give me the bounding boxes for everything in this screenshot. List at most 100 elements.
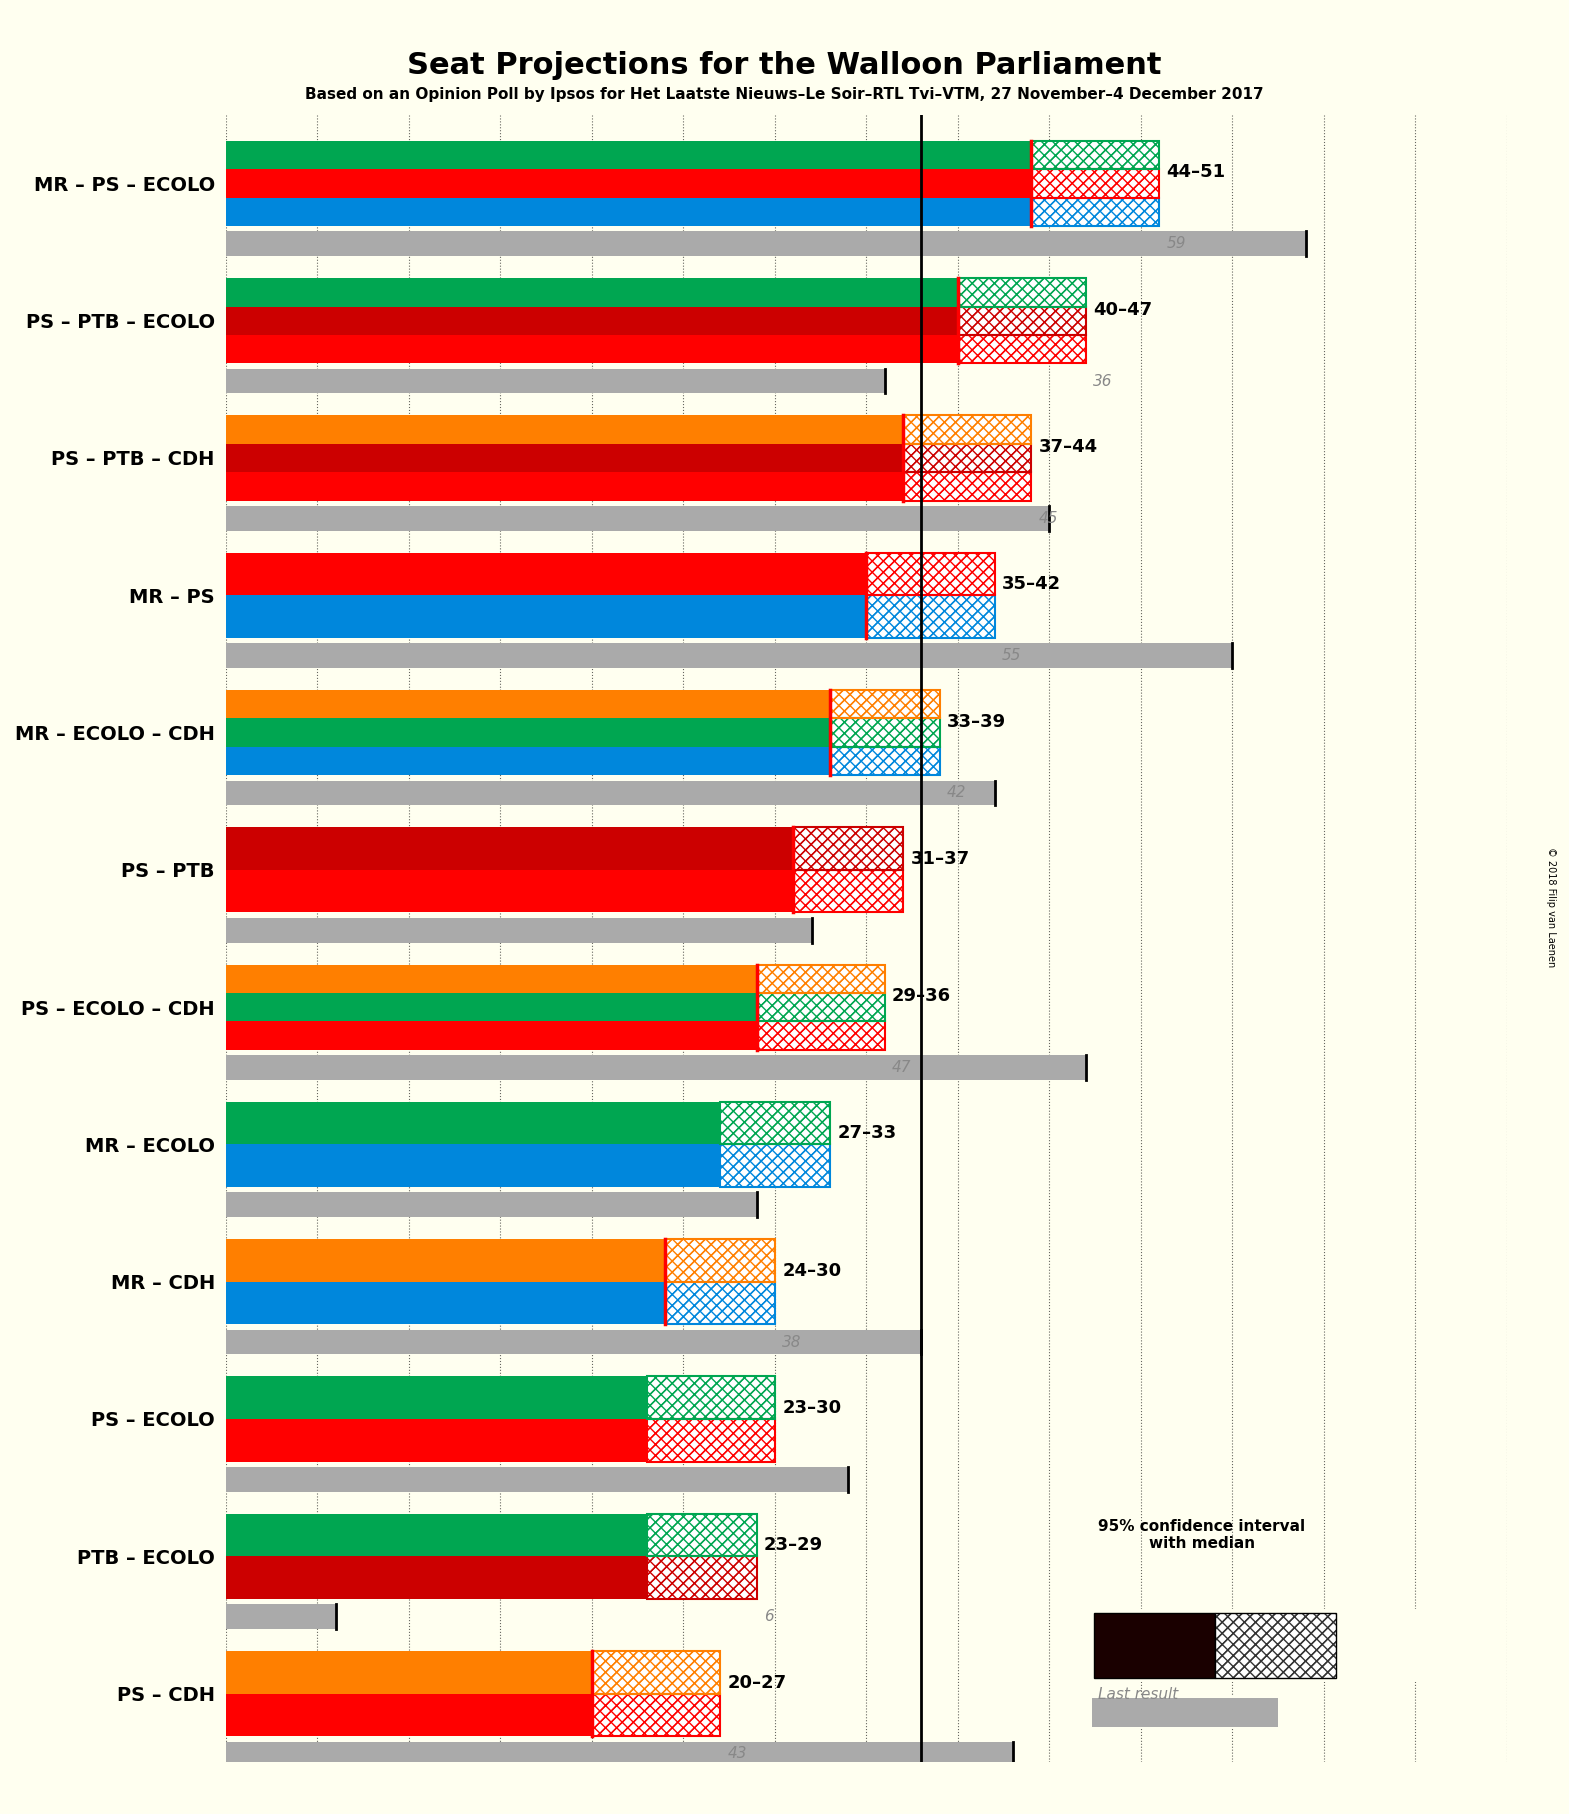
Bar [665, 1282, 775, 1324]
Bar [226, 965, 756, 992]
Bar [866, 595, 995, 639]
Bar [226, 1239, 665, 1282]
Bar [756, 1021, 885, 1050]
Bar [226, 1741, 1014, 1767]
Text: 95% confidence interval
with median: 95% confidence interval with median [1098, 1518, 1305, 1551]
Bar [756, 965, 885, 992]
Bar [866, 595, 995, 639]
Text: 24–30: 24–30 [783, 1263, 841, 1279]
Text: 36: 36 [1094, 374, 1112, 388]
Text: 6: 6 [764, 1609, 774, 1624]
Bar [959, 336, 1086, 363]
Bar [646, 1513, 756, 1556]
Bar [646, 1419, 775, 1462]
Bar [226, 169, 1031, 198]
Bar [665, 1239, 775, 1282]
Bar [646, 1419, 775, 1462]
Bar [830, 689, 940, 718]
Bar [646, 1377, 775, 1419]
Bar [226, 1604, 336, 1629]
Bar [665, 1282, 775, 1324]
Bar [226, 1101, 720, 1145]
Bar [226, 336, 959, 363]
Text: 35–42: 35–42 [1003, 575, 1061, 593]
Bar [756, 992, 885, 1021]
Text: 45: 45 [1039, 512, 1058, 526]
Bar [1214, 1613, 1335, 1678]
Bar [1031, 198, 1159, 227]
Bar [1031, 169, 1159, 198]
Bar [226, 1056, 1086, 1079]
Bar [794, 871, 904, 912]
Text: Based on an Opinion Poll by Ipsos for Het Laatste Nieuws–Le Soir–RTL Tvi–VTM, 27: Based on an Opinion Poll by Ipsos for He… [306, 87, 1263, 102]
Bar [226, 992, 756, 1021]
Bar [720, 1145, 830, 1186]
Bar [959, 307, 1086, 336]
Bar [720, 1101, 830, 1145]
Bar [830, 689, 940, 718]
Bar [756, 965, 885, 992]
Bar [866, 595, 995, 639]
Bar [592, 1651, 720, 1694]
Bar [756, 965, 885, 992]
Bar [904, 444, 1031, 472]
Bar [226, 1021, 756, 1050]
Bar [756, 992, 885, 1021]
Text: 31–37: 31–37 [910, 851, 970, 867]
Text: 23–29: 23–29 [764, 1536, 824, 1555]
Bar [720, 1145, 830, 1186]
Bar [1031, 169, 1159, 198]
Bar [794, 871, 904, 912]
Text: 42: 42 [948, 785, 967, 800]
Bar [830, 689, 940, 718]
Bar [959, 278, 1086, 307]
Bar [226, 595, 866, 639]
Bar [226, 553, 866, 595]
Bar [720, 1145, 830, 1186]
Bar [830, 718, 940, 747]
Bar [830, 718, 940, 747]
Bar [226, 506, 1050, 532]
Text: 40–47: 40–47 [1094, 301, 1153, 319]
Bar [646, 1556, 756, 1598]
Bar [226, 368, 885, 394]
Bar [592, 1651, 720, 1694]
Bar [226, 1556, 646, 1598]
Bar [866, 553, 995, 595]
Bar [959, 307, 1086, 336]
Text: 55: 55 [1003, 648, 1021, 664]
Bar [866, 595, 995, 639]
Bar [794, 871, 904, 912]
Bar [1031, 169, 1159, 198]
Bar [959, 336, 1086, 363]
Bar [646, 1556, 756, 1598]
Bar [226, 1377, 646, 1419]
Bar [226, 198, 1031, 227]
Bar [904, 472, 1031, 501]
Bar [959, 278, 1086, 307]
Bar [1031, 198, 1159, 227]
Bar [904, 444, 1031, 472]
Bar [226, 1145, 720, 1186]
Bar [830, 747, 940, 775]
Bar [646, 1513, 756, 1556]
Bar [226, 472, 904, 501]
Text: 23–30: 23–30 [783, 1399, 841, 1417]
Bar [226, 415, 904, 444]
Bar [646, 1419, 775, 1462]
Bar [226, 1419, 646, 1462]
Bar [1031, 198, 1159, 227]
Bar [592, 1694, 720, 1736]
Bar [720, 1145, 830, 1186]
Bar [830, 718, 940, 747]
Bar [794, 827, 904, 871]
Text: Seat Projections for the Walloon Parliament: Seat Projections for the Walloon Parliam… [408, 51, 1161, 80]
Bar [1031, 141, 1159, 169]
Bar [226, 780, 995, 805]
Bar [794, 827, 904, 871]
Bar [665, 1239, 775, 1282]
Bar [226, 747, 830, 775]
Bar [866, 553, 995, 595]
Bar [646, 1513, 756, 1556]
Bar [794, 871, 904, 912]
